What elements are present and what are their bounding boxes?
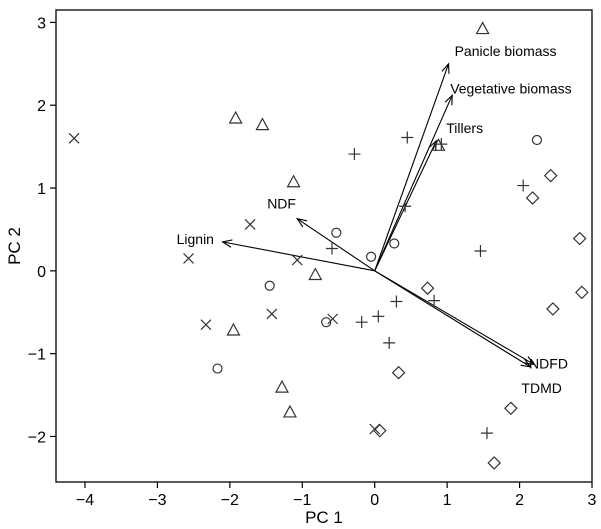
loading-vector-arrowhead bbox=[441, 62, 450, 74]
data-point-triangle bbox=[226, 322, 241, 336]
data-point-plus bbox=[355, 316, 368, 329]
data-point-plus bbox=[383, 336, 396, 349]
x-tick-label: −4 bbox=[76, 492, 94, 509]
data-point-triangle bbox=[282, 404, 297, 418]
x-tick-label: 3 bbox=[588, 492, 597, 509]
data-point-triangle bbox=[255, 117, 270, 131]
data-point-cross-x bbox=[244, 219, 256, 230]
x-tick-label: 0 bbox=[370, 492, 379, 509]
data-point-triangle bbox=[228, 110, 243, 124]
data-point-diamond bbox=[391, 365, 406, 380]
loading-vector-line bbox=[374, 95, 453, 272]
loading-vector-label: Vegetative biomass bbox=[450, 80, 571, 96]
data-point-triangle bbox=[475, 21, 490, 35]
data-point-circle bbox=[264, 280, 275, 291]
data-point-diamond bbox=[572, 231, 587, 246]
data-point-circle bbox=[321, 317, 332, 328]
data-point-cross-x bbox=[183, 252, 194, 264]
y-tick-label: 2 bbox=[37, 98, 46, 115]
y-axis-label: PC 2 bbox=[5, 227, 24, 265]
data-point-plus bbox=[480, 427, 493, 440]
y-tick-label: −1 bbox=[28, 347, 46, 364]
data-point-plus bbox=[435, 138, 448, 151]
y-tick-label: 1 bbox=[37, 181, 46, 198]
data-point-plus bbox=[517, 179, 530, 192]
y-tick-label: 3 bbox=[37, 15, 46, 32]
loading-vector-label: TDMD bbox=[521, 380, 561, 396]
data-point-cross-x bbox=[200, 319, 212, 331]
x-tick-label: 1 bbox=[443, 492, 452, 509]
loading-vector-line bbox=[222, 241, 375, 272]
loading-vector-line bbox=[374, 270, 531, 368]
data-point-diamond bbox=[504, 401, 518, 416]
y-tick-label: 0 bbox=[37, 264, 46, 281]
data-point-plus bbox=[348, 148, 361, 161]
data-point-cross-x bbox=[266, 308, 278, 320]
data-point-cross-x bbox=[68, 132, 80, 144]
data-point-triangle bbox=[286, 174, 301, 188]
data-point-circle bbox=[531, 134, 543, 146]
x-axis-label: PC 1 bbox=[305, 508, 343, 527]
data-point-diamond bbox=[543, 168, 558, 183]
loading-vector-label: NDF bbox=[267, 196, 296, 212]
data-point-diamond bbox=[487, 456, 502, 470]
data-point-triangle bbox=[308, 267, 323, 281]
plot-frame bbox=[55, 9, 593, 483]
loading-vector-label: Lignin bbox=[177, 231, 214, 247]
x-tick-label: −2 bbox=[221, 492, 239, 509]
data-point-circle bbox=[212, 363, 223, 374]
loading-vector-line bbox=[296, 218, 376, 272]
loading-vector-arrowhead bbox=[295, 217, 308, 228]
data-point-circle bbox=[331, 227, 342, 238]
loading-vector-label: NDFD bbox=[529, 355, 568, 371]
loading-vector-label: Tillers bbox=[446, 120, 483, 136]
x-tick-label: −1 bbox=[293, 492, 311, 509]
data-point-cross-x bbox=[327, 313, 339, 325]
data-point-cross-x bbox=[291, 254, 303, 266]
x-tick-label: −3 bbox=[148, 492, 166, 509]
score-points bbox=[68, 21, 589, 470]
loading-vector-arrowhead bbox=[444, 93, 453, 106]
data-point-diamond bbox=[372, 423, 387, 438]
loading-vector-line bbox=[374, 270, 535, 365]
data-point-plus bbox=[372, 310, 385, 323]
data-point-plus bbox=[390, 295, 403, 308]
data-point-plus bbox=[428, 294, 441, 307]
loading-vector-line bbox=[374, 63, 450, 272]
data-point-plus bbox=[401, 131, 414, 144]
y-tick-label: −2 bbox=[28, 429, 46, 446]
loading-vector-label: Panicle biomass bbox=[455, 43, 557, 59]
loading-vector-arrowhead bbox=[520, 358, 532, 368]
data-point-circle bbox=[389, 238, 400, 249]
loading-vector-arrowhead bbox=[221, 239, 233, 248]
loading-vectors: Panicle biomass Vegetative biomass Tillers… bbox=[177, 43, 572, 396]
data-point-diamond bbox=[420, 281, 435, 296]
data-point-plus bbox=[399, 200, 412, 213]
data-point-plus bbox=[474, 244, 487, 257]
data-point-diamond bbox=[546, 302, 560, 316]
loading-vector-arrowhead bbox=[428, 139, 437, 151]
axis-ticks: −4 −3 −2 −1 0 1 2 3 −2 −1 0 1 2 3 bbox=[28, 15, 597, 509]
data-point-triangle bbox=[274, 379, 289, 393]
data-point-circle bbox=[365, 251, 377, 262]
data-point-diamond bbox=[575, 285, 589, 300]
x-tick-label: 2 bbox=[515, 492, 524, 509]
data-point-diamond bbox=[525, 191, 540, 205]
data-point-plus bbox=[325, 242, 338, 255]
